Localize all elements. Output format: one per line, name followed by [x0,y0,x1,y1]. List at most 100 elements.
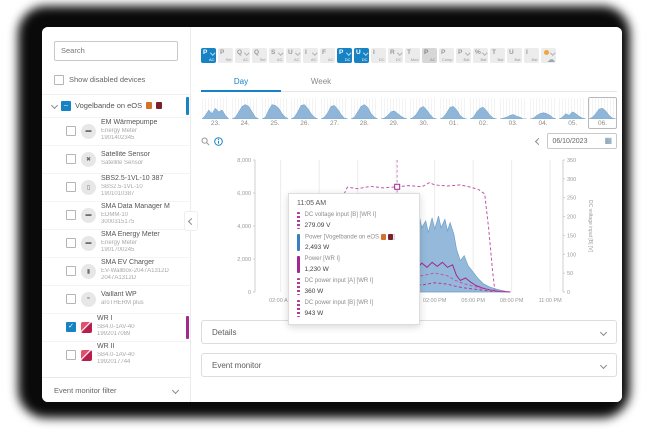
meter-icon: ▬ [81,123,96,139]
device-row[interactable]: ✖ Satellite Sensor Satellite Sensor [42,144,190,173]
plant-row[interactable]: – Vogelbande on eOS [42,93,190,117]
day-tile-01[interactable]: 01. [439,97,468,129]
param-button-idc[interactable]: I DC [371,48,386,63]
search-input[interactable] [54,40,178,61]
plant-checkbox[interactable]: – [61,100,71,111]
day-tile-26[interactable]: 26. [290,97,319,129]
param-button-pset[interactable]: P Set [218,48,233,63]
chevron-down-icon[interactable] [50,101,59,110]
param-button-ubat[interactable]: U Bat [507,48,522,63]
tooltip-entry-text: DC power input [B] [WR I] 943 W [305,300,374,317]
day-tile-label: 04. [538,120,548,127]
day-tile-06[interactable]: 06. [588,97,617,130]
device-row[interactable]: ≈ Vaillant WP aroTHERM plus [42,284,190,313]
day-tile-29[interactable]: 29. [380,97,409,129]
param-button-rdc[interactable]: R DC [388,48,403,63]
device-checkbox[interactable] [66,266,76,276]
day-tile-24[interactable]: 24. [231,97,260,129]
chevron-down-icon [295,49,301,55]
param-button-udc[interactable]: U DC [354,48,369,63]
param-button-ibat[interactable]: I Bat [524,48,539,63]
info-icon[interactable] [214,136,223,146]
day-tile-label: 27. [329,120,340,127]
device-serial: 1901700245 [101,247,135,254]
day-tile-03[interactable]: 03. [499,97,528,129]
device-checkbox[interactable] [66,210,76,220]
param-button-iac[interactable]: I AC [303,48,318,63]
day-tile-28[interactable]: 28. [350,97,379,129]
details-label: Details [212,327,237,337]
chart-controls: ▦ [201,133,617,150]
day-tile-27[interactable]: 27. [320,97,349,129]
device-checkbox[interactable] [66,182,76,192]
device-type: EV-Wallbox-2047A1312D [101,267,169,274]
device-row[interactable]: ▮ SMA EV Charger EV-Wallbox-2047A1312D 2047… [42,256,190,285]
device-checkbox[interactable] [66,154,76,164]
chevron-down-icon [363,49,369,55]
series-marker [297,233,300,252]
period-tabs: Day Week [201,72,617,92]
param-button-%bat[interactable]: % Bat [473,48,488,63]
tab-day[interactable]: Day [201,72,281,92]
day-tile-30[interactable]: 30. [409,97,438,129]
device-name: EM Wärmepumpe [101,119,158,127]
day-tile-02[interactable]: 02. [469,97,498,129]
svg-text:DC voltage input [B] [V]: DC voltage input [B] [V] [587,200,593,253]
param-button-pdc[interactable]: P DC [337,48,352,63]
param-button-sac[interactable]: S AC [269,48,284,63]
param-button-pcomp[interactable]: P Comp [439,48,454,63]
weather-button[interactable] [541,48,556,64]
tooltip-entry-value: 943 W [304,309,324,317]
param-button-tbat[interactable]: T Bat [490,48,505,63]
zoom-icon[interactable] [201,137,210,146]
show-disabled-checkbox[interactable] [54,74,64,85]
device-row[interactable]: ✓ WR I SB4.0-1AV-40 1992017089 [42,312,190,341]
device-name: WR I [97,315,113,323]
date-input[interactable] [552,137,601,145]
param-sub: DC [344,57,351,62]
device-row[interactable]: ▬ SMA Energy Meter Energy Meter 1901700245 [42,228,190,257]
device-row[interactable]: ▬ SMA Data Manager M EDMM-10 3000315175 [42,200,190,229]
day-tile-04[interactable]: 04. [529,97,558,129]
device-text: EM Wärmepumpe Energy Meter 1901402345 [101,119,157,143]
param-button-qset[interactable]: Q Set [252,48,267,63]
param-main: U [509,49,514,56]
sidebar-collapse-handle[interactable] [184,211,198,231]
param-button-pbat[interactable]: P Bat [456,48,471,63]
device-row[interactable]: ▬ EM Wärmepumpe Energy Meter 1901402345 [42,116,190,145]
param-button-tmod[interactable]: T Mod [405,48,420,63]
param-main: R [390,49,395,56]
param-button-fac[interactable]: F AC [320,48,335,63]
event-monitor-accordion[interactable]: Event monitor [201,353,617,378]
param-sub: AC [242,57,249,62]
param-main: T [492,49,496,56]
series-marker [297,212,300,229]
day-tile-05[interactable]: 05. [558,97,587,129]
param-button-uac[interactable]: U AC [286,48,301,63]
series-marker [297,299,300,317]
param-button-pac[interactable]: P AC [422,48,437,63]
tab-week[interactable]: Week [310,77,332,86]
event-monitor-filter[interactable]: Event monitor filter [42,377,190,402]
param-sub: AC [310,57,317,62]
device-checkbox[interactable]: ✓ [66,322,76,332]
device-row[interactable]: WR II SB4.0-1AV-40 1992017744 [42,340,190,369]
param-sub: AC [429,57,436,62]
param-button-pac[interactable]: P AC [201,48,216,63]
day-sparkline [261,98,289,120]
day-tile-23[interactable]: 23. [201,97,230,129]
plant-member-icon [156,102,163,109]
param-sub: DC [395,57,402,62]
device-name: SMA Data Manager M [101,203,170,211]
device-checkbox[interactable] [66,350,76,360]
param-sub: Comp [441,57,453,62]
day-tile-25[interactable]: 25. [261,97,290,129]
calendar-icon[interactable]: ▦ [604,136,612,146]
previous-day-arrow[interactable] [535,137,543,145]
device-checkbox[interactable] [66,238,76,248]
device-row[interactable]: ▯ SBS2.5-1VL-10 387 SBS2.5-1VL-10 190101038… [42,172,190,201]
param-button-qac[interactable]: Q AC [235,48,250,63]
device-checkbox[interactable] [66,294,76,304]
day-tile-label: 01. [449,120,459,127]
device-checkbox[interactable] [66,126,76,136]
